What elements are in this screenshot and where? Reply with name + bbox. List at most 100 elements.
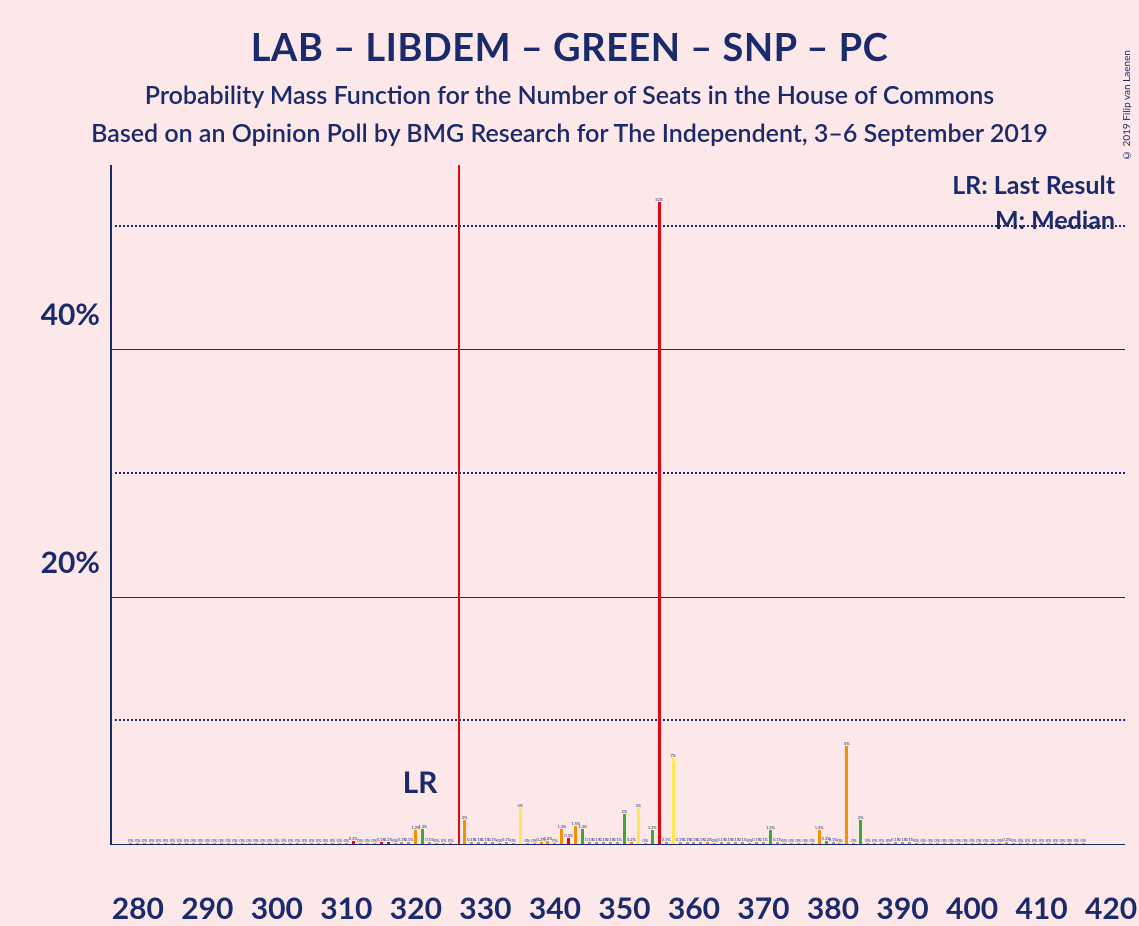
bar-value-label: 0% <box>232 838 238 843</box>
bar-value-label: 0% <box>225 838 231 843</box>
bar: 52% <box>658 202 661 845</box>
bar-value-label: 0% <box>1060 838 1066 843</box>
chart-subtitle-1: Probability Mass Function for the Number… <box>0 70 1139 110</box>
bar-value-label: 0% <box>962 838 968 843</box>
bar-value-label: 0% <box>358 838 364 843</box>
bar-value-label: 2% <box>622 809 628 814</box>
gridline-major <box>110 597 1125 598</box>
bar-value-label: 0% <box>782 838 788 843</box>
bar: 7% <box>672 758 675 845</box>
y-axis-line <box>110 165 112 845</box>
y-tick-label: 40% <box>41 296 100 332</box>
lr-label: LR <box>403 764 438 800</box>
gridline-minor <box>110 472 1125 474</box>
bar-value-label: 0.3% <box>349 836 358 841</box>
bar-value-label: 0.1% <box>488 837 497 842</box>
bar-value-label: 0% <box>1046 838 1052 843</box>
bar-value-label: 0% <box>1018 838 1024 843</box>
bar-value-label: 0% <box>267 838 273 843</box>
bar-value-label: 3% <box>517 803 523 808</box>
x-tick-label: 350 <box>598 890 650 926</box>
bar-value-label: 0% <box>1074 838 1080 843</box>
bar-value-label: 0% <box>260 838 266 843</box>
bar-value-label: 0.1% <box>662 837 671 842</box>
bar: 1.5% <box>574 826 577 845</box>
bar-value-label: 0% <box>976 838 982 843</box>
legend: LR: Last Result M: Median <box>952 170 1115 240</box>
bar-value-label: 0.2% <box>544 836 553 841</box>
bar-value-label: 0% <box>948 838 954 843</box>
bar-value-label: 0% <box>921 838 927 843</box>
bar-value-label: 0% <box>524 838 530 843</box>
x-tick-label: 290 <box>181 890 233 926</box>
bar-value-label: 0% <box>510 838 516 843</box>
bar-value-label: 2% <box>636 803 642 808</box>
x-axis-line <box>110 844 1125 846</box>
bar-value-label: 0% <box>928 838 934 843</box>
bar-value-label: 0% <box>955 838 961 843</box>
x-tick-label: 380 <box>807 890 859 926</box>
bar-value-label: 2% <box>462 815 468 820</box>
bar-value-label: 1.2% <box>766 825 775 830</box>
bar-value-label: 0% <box>205 838 211 843</box>
bar-value-label: 0% <box>198 838 204 843</box>
bar-value-label: 7% <box>670 753 676 758</box>
bar-value-label: 0% <box>1067 838 1073 843</box>
x-tick-label: 310 <box>320 890 372 926</box>
bar-value-label: 0% <box>330 838 336 843</box>
bar-value-label: 0.2% <box>1002 837 1011 842</box>
x-tick-label: 400 <box>946 890 998 926</box>
x-tick-label: 300 <box>251 890 303 926</box>
bar-value-label: 0% <box>295 838 301 843</box>
bar: 2% <box>859 820 862 845</box>
bar-value-label: 2% <box>858 815 864 820</box>
bar: 3% <box>519 808 522 845</box>
bar-value-label: 0% <box>914 838 920 843</box>
bar-value-label: 0.2% <box>627 837 636 842</box>
bar-value-label: 0.1% <box>405 837 414 842</box>
bar-value-label: 0% <box>941 838 947 843</box>
bar-value-label: 0.1% <box>502 837 511 842</box>
bar-value-label: 0% <box>809 838 815 843</box>
bar-value-label: 0% <box>935 838 941 843</box>
bar-value-label: 0.2% <box>703 837 712 842</box>
bar-value-label: 0% <box>552 838 558 843</box>
bar-value-label: 0% <box>802 838 808 843</box>
bar-value-label: 0% <box>1025 838 1031 843</box>
plot-area: LR: Last Result M: Median 20%40% LR 0%0%… <box>110 165 1125 845</box>
chart-subtitle-2: Based on an Opinion Poll by BMG Research… <box>0 110 1139 148</box>
x-tick-label: 390 <box>876 890 928 926</box>
bar-value-label: 0% <box>218 838 224 843</box>
bar-value-label: 0% <box>865 838 871 843</box>
gridline-minor <box>110 719 1125 721</box>
bar-value-label: 0.1% <box>613 837 622 842</box>
bar-value-label: 0% <box>364 838 370 843</box>
bar-value-label: 0% <box>239 838 245 843</box>
lr-line <box>458 165 460 845</box>
bar: 2% <box>637 808 640 845</box>
bar-value-label: 0.1% <box>829 837 838 842</box>
bar-value-label: 8% <box>844 741 850 746</box>
bar-value-label: 0% <box>156 838 162 843</box>
bar-value-label: 0% <box>448 838 454 843</box>
chart-title: LAB – LIBDEM – GREEN – SNP – PC <box>0 0 1139 70</box>
legend-m: M: Median <box>952 205 1115 235</box>
bar-value-label: 0.1% <box>384 837 393 842</box>
bar-value-label: 0% <box>288 838 294 843</box>
bar-value-label: 0% <box>170 838 176 843</box>
bar-value-label: 0% <box>851 838 857 843</box>
bar-value-label: 0% <box>128 838 134 843</box>
x-tick-label: 420 <box>1085 890 1137 926</box>
bar: 2% <box>623 814 626 845</box>
bar-value-label: 0% <box>184 838 190 843</box>
bar-value-label: 0% <box>1081 838 1087 843</box>
bar-value-label: 0.1% <box>425 837 434 842</box>
bar-value-label: 0% <box>795 838 801 843</box>
bar-value-label: 1.3% <box>557 824 566 829</box>
bar-value-label: 0% <box>983 838 989 843</box>
bar-value-label: 0.1% <box>759 837 768 842</box>
bar-value-label: 0.5% <box>564 833 573 838</box>
bar-value-label: 0% <box>281 838 287 843</box>
bar-value-label: 0% <box>1032 838 1038 843</box>
bar-value-label: 1.3% <box>418 824 427 829</box>
